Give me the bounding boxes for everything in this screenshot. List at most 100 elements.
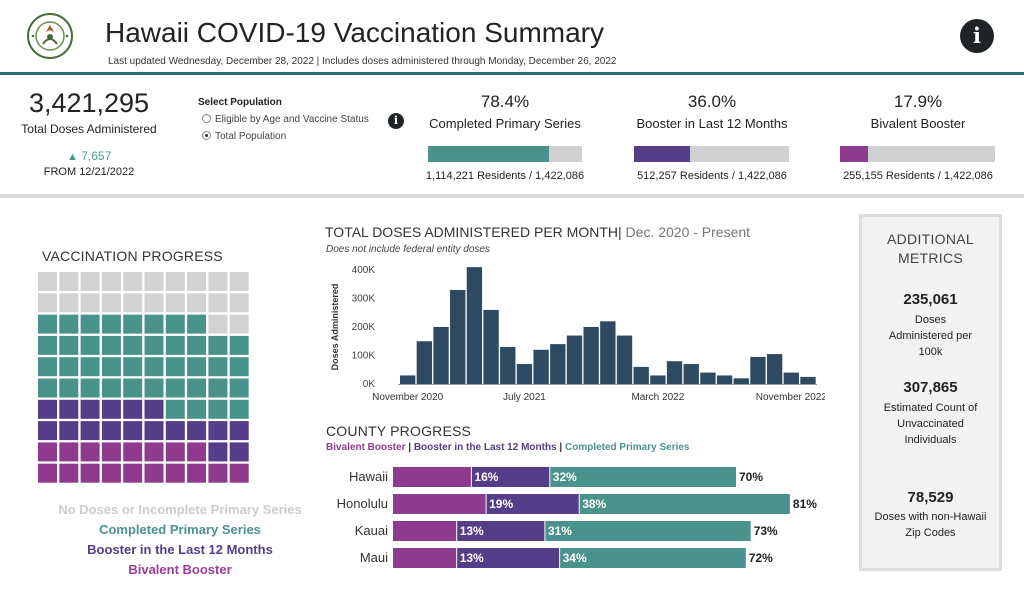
booster-residents: 512,257 Residents / 1,422,086 — [612, 170, 812, 182]
change-value: 7,657 — [81, 149, 112, 163]
waffle-cell — [101, 442, 121, 462]
monthly-bar — [400, 375, 416, 384]
population-option-eligible[interactable]: Eligible by Age and Vaccine Status — [202, 113, 369, 125]
waffle-cell — [229, 357, 249, 377]
waffle-legend: No Doses or Incomplete Primary Series Co… — [20, 502, 340, 582]
info-icon[interactable]: i — [960, 19, 994, 53]
county-bivalent-label: 13% — [460, 551, 484, 565]
waffle-cell — [38, 399, 57, 419]
waffle-cell — [165, 357, 185, 377]
x-tick-label: July 2021 — [503, 392, 546, 403]
county-total-label: 72% — [749, 551, 773, 565]
y-tick-label: 100K — [352, 351, 376, 362]
waffle-cell — [101, 272, 121, 291]
monthly-chart-subtitle: Dec. 2020 - Present — [625, 224, 751, 240]
monthly-bar — [550, 344, 566, 384]
waffle-cell — [59, 335, 79, 355]
waffle-cell — [165, 463, 185, 483]
waffle-cell — [144, 399, 164, 419]
vaccination-progress-title: VACCINATION PROGRESS — [42, 248, 223, 264]
waffle-cell — [123, 335, 143, 355]
monthly-bar — [666, 361, 683, 384]
waffle-cell — [165, 293, 185, 313]
waffle-cell — [229, 335, 249, 355]
monthly-chart-note: Does not include federal entity doses — [326, 244, 490, 255]
county-total-label: 81% — [793, 497, 817, 511]
completed-primary-bar-fill — [428, 146, 549, 162]
bivalent-pct: 17.9% — [893, 92, 943, 111]
bivalent-residents: 255,155 Residents / 1,422,086 — [818, 170, 1018, 182]
monthly-bar — [650, 375, 666, 384]
waffle-cell — [144, 272, 164, 291]
total-doses-value: 3,421,295 — [28, 88, 150, 118]
county-booster-label: 31% — [548, 524, 572, 538]
population-info-icon[interactable]: i — [388, 113, 404, 129]
population-total: / 1,422,086 — [529, 170, 585, 182]
waffle-cell — [144, 335, 164, 355]
waffle-cell — [80, 442, 100, 462]
waffle-cell — [101, 293, 121, 313]
waffle-cell — [38, 442, 57, 462]
y-tick-label: 300K — [352, 294, 376, 305]
monthly-bar — [433, 327, 449, 384]
residents-count: 255,155 Residents — [843, 170, 935, 182]
population-total: / 1,422,086 — [937, 170, 993, 182]
legend-bivalent: Bivalent Booster — [128, 562, 232, 577]
waffle-cell — [123, 442, 143, 462]
completed-primary-pct: 78.4% — [480, 92, 530, 111]
county-bivalent-label: 16% — [474, 470, 498, 484]
waffle-cell — [187, 463, 207, 483]
waffle-cell — [229, 314, 249, 334]
waffle-cell — [208, 442, 228, 462]
monthly-bar — [416, 341, 433, 384]
waffle-cell — [165, 442, 185, 462]
county-label: Hawaii — [349, 469, 388, 484]
waffle-cell — [208, 463, 228, 483]
waffle-cell — [229, 442, 249, 462]
waffle-cell — [229, 399, 249, 419]
metric-non-hawaii-zip-label: Doses with non-Hawaii Zip Codes — [874, 511, 987, 539]
waffle-cell — [229, 293, 249, 313]
hawaii-department-of-health-seal-logo — [27, 13, 73, 59]
change-label: FROM 12/21/2022 — [43, 166, 135, 178]
county-total-label: 73% — [754, 524, 778, 538]
waffle-cell — [38, 314, 57, 334]
bivalent-label: Bivalent Booster — [870, 116, 966, 131]
waffle-cell — [59, 272, 79, 291]
select-population-label: Select Population — [198, 97, 282, 108]
up-triangle-icon: ▲ — [67, 151, 78, 163]
residents-count: 1,114,221 Residents — [425, 170, 526, 182]
waffle-cell — [165, 335, 185, 355]
monthly-bar — [766, 354, 783, 384]
waffle-cell — [80, 272, 100, 291]
monthly-bar — [600, 321, 616, 384]
waffle-cell — [144, 314, 164, 334]
population-option-total[interactable]: Total Population — [202, 130, 286, 142]
waffle-cell — [187, 378, 207, 398]
y-tick-label: 200K — [352, 322, 376, 333]
waffle-cell — [208, 272, 228, 291]
total-doses-label: Total Doses Administered — [21, 122, 157, 136]
monthly-bar — [450, 289, 466, 384]
waffle-cell — [38, 378, 57, 398]
waffle-cell — [38, 463, 57, 483]
radio-unchecked-icon — [202, 113, 211, 123]
booster-label: Booster in Last 12 Months — [636, 116, 788, 131]
waffle-cell — [123, 357, 143, 377]
county-booster-label: 32% — [553, 470, 577, 484]
waffle-cell — [229, 463, 249, 483]
county-progress-chart: Hawaii 16% 32% 70% Honolulu 19% 38% 81% Kauai 13%… — [337, 467, 817, 568]
waffle-cell — [208, 293, 228, 313]
waffle-cell — [80, 357, 100, 377]
y-axis-label: Doses Administered — [330, 284, 340, 371]
waffle-cell — [187, 272, 207, 291]
legend-booster: Booster in the Last 12 Months — [87, 542, 273, 557]
section-divider — [0, 194, 1024, 198]
waffle-cell — [123, 421, 143, 441]
county-label: Honolulu — [337, 496, 388, 511]
monthly-doses-chart: Doses Administered 0K 100K 200K 300K 400K Nove… — [330, 265, 825, 403]
monthly-bar — [716, 375, 733, 384]
monthly-bar — [533, 349, 549, 384]
legend-completed-primary: Completed Primary Series — [99, 522, 261, 537]
page-subtitle: Last updated Wednesday, December 28, 202… — [108, 56, 617, 67]
